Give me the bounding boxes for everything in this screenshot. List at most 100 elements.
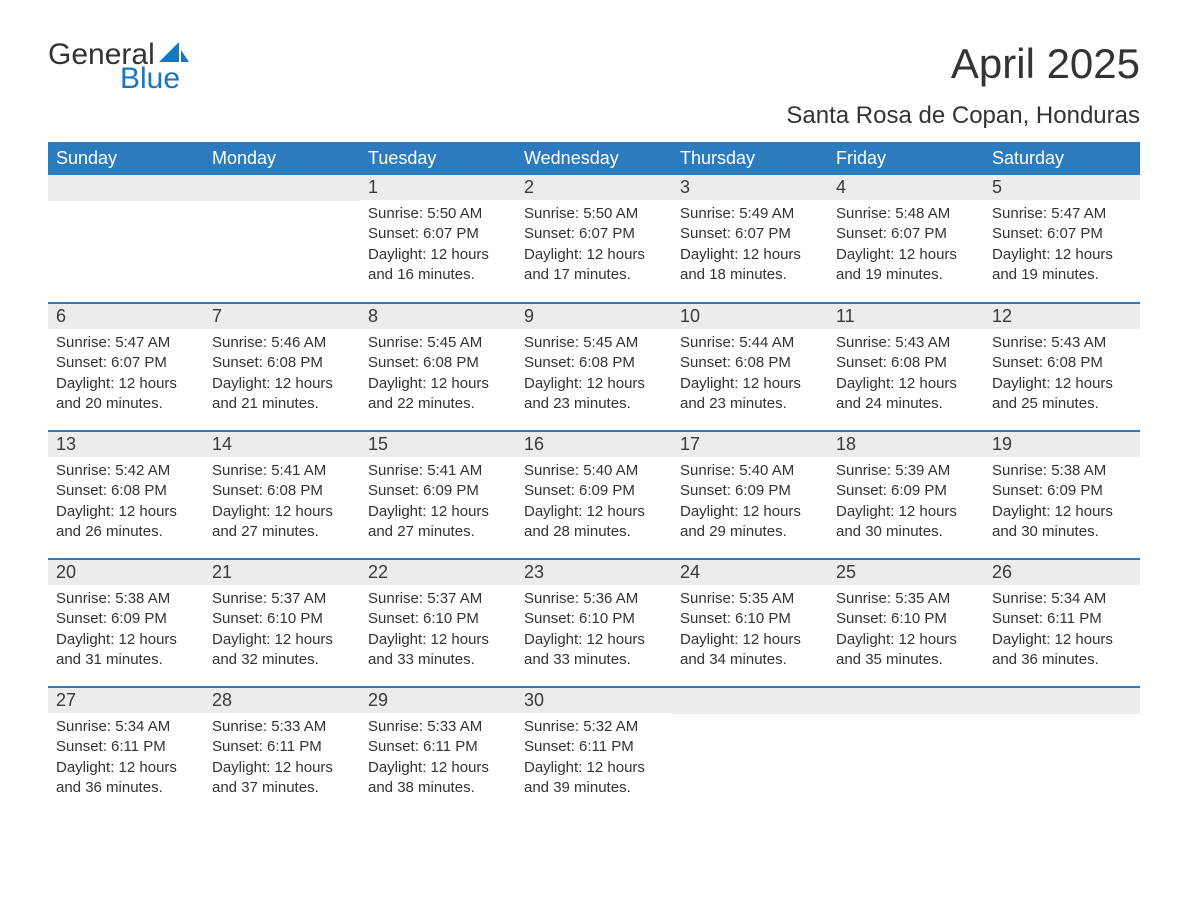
daylight-text: Daylight: 12 hours and 21 minutes.: [212, 374, 352, 415]
day-number: 28: [204, 688, 360, 713]
title-block: April 2025 Santa Rosa de Copan, Honduras: [786, 40, 1140, 130]
day-body: Sunrise: 5:37 AMSunset: 6:10 PMDaylight:…: [360, 585, 516, 678]
sunrise-text: Sunrise: 5:43 AM: [836, 333, 976, 353]
calendar-day-cell: 15Sunrise: 5:41 AMSunset: 6:09 PMDayligh…: [360, 431, 516, 559]
day-body: Sunrise: 5:49 AMSunset: 6:07 PMDaylight:…: [672, 200, 828, 293]
day-body: Sunrise: 5:45 AMSunset: 6:08 PMDaylight:…: [360, 329, 516, 422]
calendar-day-cell: 16Sunrise: 5:40 AMSunset: 6:09 PMDayligh…: [516, 431, 672, 559]
calendar-day-cell: 3Sunrise: 5:49 AMSunset: 6:07 PMDaylight…: [672, 175, 828, 303]
sunrise-text: Sunrise: 5:40 AM: [524, 461, 664, 481]
calendar-day-cell: 21Sunrise: 5:37 AMSunset: 6:10 PMDayligh…: [204, 559, 360, 687]
sunrise-text: Sunrise: 5:43 AM: [992, 333, 1132, 353]
sunset-text: Sunset: 6:08 PM: [56, 481, 196, 501]
sunset-text: Sunset: 6:08 PM: [524, 353, 664, 373]
day-number: 16: [516, 432, 672, 457]
day-body: Sunrise: 5:47 AMSunset: 6:07 PMDaylight:…: [984, 200, 1140, 293]
calendar-day-cell: 20Sunrise: 5:38 AMSunset: 6:09 PMDayligh…: [48, 559, 204, 687]
day-body: Sunrise: 5:38 AMSunset: 6:09 PMDaylight:…: [984, 457, 1140, 550]
calendar-day-cell: 18Sunrise: 5:39 AMSunset: 6:09 PMDayligh…: [828, 431, 984, 559]
calendar-day-cell: 5Sunrise: 5:47 AMSunset: 6:07 PMDaylight…: [984, 175, 1140, 303]
sunset-text: Sunset: 6:11 PM: [212, 737, 352, 757]
sunset-text: Sunset: 6:10 PM: [836, 609, 976, 629]
sunrise-text: Sunrise: 5:35 AM: [836, 589, 976, 609]
day-number: 22: [360, 560, 516, 585]
sunset-text: Sunset: 6:09 PM: [992, 481, 1132, 501]
sunset-text: Sunset: 6:10 PM: [524, 609, 664, 629]
calendar-day-cell: 13Sunrise: 5:42 AMSunset: 6:08 PMDayligh…: [48, 431, 204, 559]
calendar-day-cell: 29Sunrise: 5:33 AMSunset: 6:11 PMDayligh…: [360, 687, 516, 815]
sunset-text: Sunset: 6:07 PM: [56, 353, 196, 373]
day-number: 11: [828, 304, 984, 329]
daylight-text: Daylight: 12 hours and 23 minutes.: [680, 374, 820, 415]
calendar-day-cell: [204, 175, 360, 303]
day-number: 21: [204, 560, 360, 585]
sunset-text: Sunset: 6:10 PM: [212, 609, 352, 629]
sunrise-text: Sunrise: 5:38 AM: [992, 461, 1132, 481]
calendar-day-cell: 24Sunrise: 5:35 AMSunset: 6:10 PMDayligh…: [672, 559, 828, 687]
calendar-day-cell: 27Sunrise: 5:34 AMSunset: 6:11 PMDayligh…: [48, 687, 204, 815]
sunset-text: Sunset: 6:07 PM: [368, 224, 508, 244]
weekday-header: Friday: [828, 142, 984, 175]
logo-word-blue: Blue: [120, 64, 189, 94]
header: General Blue April 2025 Santa Rosa de Co…: [48, 40, 1140, 130]
sunrise-text: Sunrise: 5:44 AM: [680, 333, 820, 353]
calendar-day-cell: 14Sunrise: 5:41 AMSunset: 6:08 PMDayligh…: [204, 431, 360, 559]
daylight-text: Daylight: 12 hours and 23 minutes.: [524, 374, 664, 415]
day-number: 17: [672, 432, 828, 457]
sunrise-text: Sunrise: 5:50 AM: [524, 204, 664, 224]
sunset-text: Sunset: 6:08 PM: [992, 353, 1132, 373]
daylight-text: Daylight: 12 hours and 34 minutes.: [680, 630, 820, 671]
calendar-day-cell: [48, 175, 204, 303]
sunrise-text: Sunrise: 5:48 AM: [836, 204, 976, 224]
day-number: 30: [516, 688, 672, 713]
calendar-day-cell: 19Sunrise: 5:38 AMSunset: 6:09 PMDayligh…: [984, 431, 1140, 559]
month-title: April 2025: [786, 40, 1140, 88]
sunset-text: Sunset: 6:08 PM: [836, 353, 976, 373]
sunset-text: Sunset: 6:11 PM: [992, 609, 1132, 629]
daylight-text: Daylight: 12 hours and 33 minutes.: [524, 630, 664, 671]
daylight-text: Daylight: 12 hours and 16 minutes.: [368, 245, 508, 286]
daylight-text: Daylight: 12 hours and 33 minutes.: [368, 630, 508, 671]
day-number: 27: [48, 688, 204, 713]
daylight-text: Daylight: 12 hours and 35 minutes.: [836, 630, 976, 671]
calendar-week-row: 1Sunrise: 5:50 AMSunset: 6:07 PMDaylight…: [48, 175, 1140, 303]
day-number: 26: [984, 560, 1140, 585]
daylight-text: Daylight: 12 hours and 19 minutes.: [992, 245, 1132, 286]
sunrise-text: Sunrise: 5:32 AM: [524, 717, 664, 737]
day-number: 25: [828, 560, 984, 585]
calendar-day-cell: [672, 687, 828, 815]
day-body: Sunrise: 5:46 AMSunset: 6:08 PMDaylight:…: [204, 329, 360, 422]
weekday-header: Wednesday: [516, 142, 672, 175]
daylight-text: Daylight: 12 hours and 22 minutes.: [368, 374, 508, 415]
daylight-text: Daylight: 12 hours and 24 minutes.: [836, 374, 976, 415]
day-number: 4: [828, 175, 984, 200]
calendar-day-cell: 26Sunrise: 5:34 AMSunset: 6:11 PMDayligh…: [984, 559, 1140, 687]
sunrise-text: Sunrise: 5:34 AM: [992, 589, 1132, 609]
sunset-text: Sunset: 6:09 PM: [368, 481, 508, 501]
calendar-day-cell: 22Sunrise: 5:37 AMSunset: 6:10 PMDayligh…: [360, 559, 516, 687]
sunset-text: Sunset: 6:08 PM: [212, 481, 352, 501]
sunset-text: Sunset: 6:09 PM: [56, 609, 196, 629]
sunrise-text: Sunrise: 5:37 AM: [212, 589, 352, 609]
day-number: 15: [360, 432, 516, 457]
daylight-text: Daylight: 12 hours and 27 minutes.: [368, 502, 508, 543]
sunrise-text: Sunrise: 5:34 AM: [56, 717, 196, 737]
calendar-day-cell: [828, 687, 984, 815]
weekday-header: Tuesday: [360, 142, 516, 175]
sunset-text: Sunset: 6:07 PM: [680, 224, 820, 244]
day-body: Sunrise: 5:33 AMSunset: 6:11 PMDaylight:…: [204, 713, 360, 806]
day-number: 24: [672, 560, 828, 585]
calendar-day-cell: 7Sunrise: 5:46 AMSunset: 6:08 PMDaylight…: [204, 303, 360, 431]
sunrise-text: Sunrise: 5:47 AM: [992, 204, 1132, 224]
day-body: Sunrise: 5:38 AMSunset: 6:09 PMDaylight:…: [48, 585, 204, 678]
calendar-day-cell: 6Sunrise: 5:47 AMSunset: 6:07 PMDaylight…: [48, 303, 204, 431]
day-body: Sunrise: 5:39 AMSunset: 6:09 PMDaylight:…: [828, 457, 984, 550]
calendar-day-cell: 28Sunrise: 5:33 AMSunset: 6:11 PMDayligh…: [204, 687, 360, 815]
day-body: Sunrise: 5:42 AMSunset: 6:08 PMDaylight:…: [48, 457, 204, 550]
day-number: 20: [48, 560, 204, 585]
calendar-day-cell: 8Sunrise: 5:45 AMSunset: 6:08 PMDaylight…: [360, 303, 516, 431]
calendar-day-cell: 23Sunrise: 5:36 AMSunset: 6:10 PMDayligh…: [516, 559, 672, 687]
sunrise-text: Sunrise: 5:38 AM: [56, 589, 196, 609]
daylight-text: Daylight: 12 hours and 18 minutes.: [680, 245, 820, 286]
logo: General Blue: [48, 40, 189, 94]
